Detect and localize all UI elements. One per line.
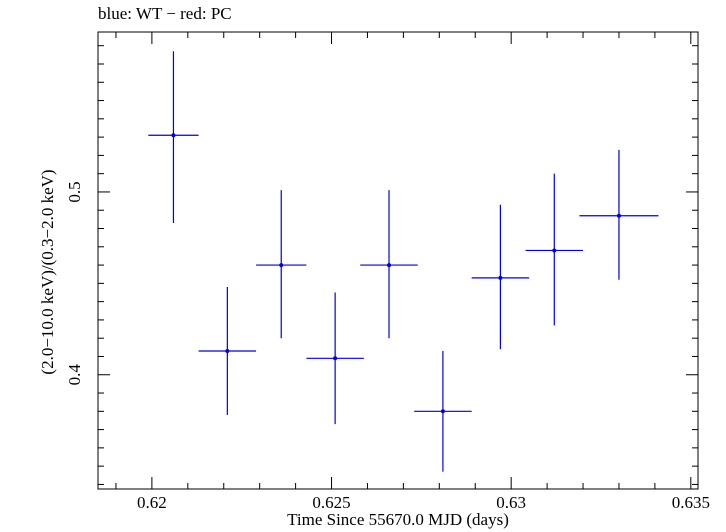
y-tick-label: 0.4 xyxy=(65,364,84,386)
data-point xyxy=(387,263,392,268)
data-point xyxy=(333,356,338,361)
x-tick-label: 0.63 xyxy=(496,493,526,512)
x-tick-label: 0.635 xyxy=(672,493,710,512)
data-point xyxy=(498,275,503,280)
y-tick-label: 0.5 xyxy=(65,181,84,202)
data-point xyxy=(225,348,230,353)
data-point xyxy=(616,213,621,218)
plot-frame xyxy=(97,31,699,490)
data-point xyxy=(552,248,557,253)
data-point xyxy=(171,133,176,138)
data-point xyxy=(440,409,445,414)
x-tick-label: 0.625 xyxy=(312,493,350,512)
x-tick-label: 0.62 xyxy=(137,493,167,512)
chart-title: blue: WT − red: PC xyxy=(98,4,232,23)
x-axis-label: Time Since 55670.0 MJD (days) xyxy=(287,510,509,529)
data-point xyxy=(279,263,284,268)
